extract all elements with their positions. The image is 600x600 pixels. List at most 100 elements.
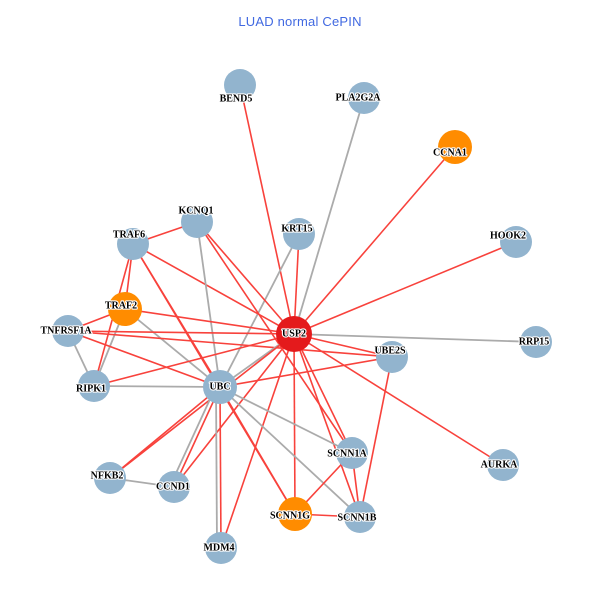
network-edge [67, 330, 295, 335]
node-label: CCND1 [156, 481, 190, 492]
node-label: SCNN1A [327, 448, 367, 459]
node-circle[interactable] [224, 69, 256, 101]
node-label: HOOK2 [490, 230, 526, 241]
network-node-tnfrsf1a[interactable]: TNFRSF1A [39, 315, 93, 347]
network-edge [67, 330, 393, 358]
node-circle[interactable] [278, 497, 312, 531]
node-label: MDM4 [203, 542, 234, 553]
node-circle[interactable] [108, 292, 142, 326]
node-label: UBE2S [374, 345, 406, 356]
edge-layer [67, 84, 537, 549]
node-label: TRAF6 [113, 229, 145, 240]
network-node-scnn1a[interactable]: SCNN1A [326, 437, 369, 469]
network-node-ripk1[interactable]: RIPK1 [75, 370, 110, 402]
node-label: CCNA1 [433, 147, 467, 158]
network-edge [293, 333, 537, 343]
network-node-rrp15[interactable]: RRP15 [518, 326, 552, 358]
node-circle[interactable] [203, 370, 237, 404]
network-edge [239, 84, 295, 335]
node-circle[interactable] [376, 341, 408, 373]
network-node-kcnq1[interactable]: KCNQ1 [177, 204, 215, 238]
network-node-ccnd1[interactable]: CCND1 [155, 471, 191, 503]
node-label: TRAF2 [105, 300, 137, 311]
node-label: RIPK1 [76, 383, 106, 394]
node-layer: BEND5 PLA2G2A CCNA1 HOOK2 KCNQ1 TRAF6 KRT15 TRA… [39, 69, 552, 564]
node-label: AURKA [481, 459, 518, 470]
node-label: RRP15 [519, 336, 550, 347]
network-node-bend5[interactable]: BEND5 [219, 69, 256, 105]
node-circle[interactable] [158, 471, 190, 503]
network-node-pla2g2a[interactable]: PLA2G2A [334, 82, 382, 114]
network-edge [293, 146, 456, 335]
node-label: SCNN1B [338, 512, 377, 523]
network-node-usp2[interactable]: USP2 [276, 316, 312, 352]
node-circle[interactable] [117, 228, 149, 260]
node-label: PLA2G2A [336, 92, 382, 103]
node-label: BEND5 [220, 93, 253, 104]
network-node-mdm4[interactable]: MDM4 [202, 532, 237, 564]
network-node-ccna1[interactable]: CCNA1 [432, 130, 472, 164]
node-label: SCNN1G [270, 510, 310, 521]
node-circle[interactable] [438, 130, 472, 164]
network-edge [124, 308, 295, 335]
node-circle[interactable] [205, 532, 237, 564]
node-circle[interactable] [348, 82, 380, 114]
network-edge [293, 97, 365, 335]
network-edge [219, 386, 361, 518]
network-edge [67, 330, 221, 388]
network-node-traf2[interactable]: TRAF2 [104, 292, 142, 326]
node-circle[interactable] [181, 206, 213, 238]
network-edge [93, 385, 221, 388]
network-edge [215, 387, 218, 549]
node-circle[interactable] [276, 316, 312, 352]
network-edge [293, 241, 517, 335]
network-edge [196, 221, 221, 388]
network-node-krt15[interactable]: KRT15 [280, 218, 315, 250]
network-edge [196, 221, 353, 454]
network-edge [293, 333, 504, 466]
node-label: KRT15 [281, 223, 312, 234]
network-edge [220, 333, 295, 549]
node-circle[interactable] [500, 226, 532, 258]
network-edge [219, 356, 393, 388]
node-label: TNFRSF1A [40, 325, 92, 336]
node-circle[interactable] [336, 437, 368, 469]
network-edge [219, 386, 296, 515]
network-edge [196, 221, 295, 335]
network-edge [219, 233, 300, 388]
network-node-ube2s[interactable]: UBE2S [373, 341, 408, 373]
network-edge [359, 356, 393, 518]
network-edge [173, 386, 221, 488]
node-circle[interactable] [487, 449, 519, 481]
network-edge [219, 386, 222, 549]
network-edge [293, 333, 361, 518]
network-edge [169, 384, 218, 486]
node-label: NFKB2 [91, 470, 124, 481]
network-edge [124, 308, 221, 388]
network-edge [293, 333, 353, 454]
page-title: LUAD normal CePIN [238, 14, 362, 29]
node-circle[interactable] [344, 501, 376, 533]
node-circle[interactable] [283, 218, 315, 250]
node-circle[interactable] [78, 370, 110, 402]
network-node-hook2[interactable]: HOOK2 [489, 226, 532, 258]
node-circle[interactable] [94, 462, 126, 494]
network-edge [93, 333, 295, 387]
node-label: KCNQ1 [179, 205, 214, 216]
node-label: USP2 [282, 328, 306, 339]
network-node-nfkb2[interactable]: NFKB2 [90, 462, 126, 494]
network-edge [109, 333, 295, 479]
network-node-scnn1g[interactable]: SCNN1G [269, 497, 312, 531]
network-node-aurka[interactable]: AURKA [480, 449, 519, 481]
network-edge [219, 386, 353, 454]
network-node-traf6[interactable]: TRAF6 [112, 228, 149, 260]
node-circle[interactable] [52, 315, 84, 347]
network-node-ubc[interactable]: UBC [203, 370, 237, 404]
network-edge [109, 386, 221, 479]
network-node-scnn1b[interactable]: SCNN1B [336, 501, 378, 533]
network-edge [132, 243, 295, 335]
node-label: UBC [209, 381, 230, 392]
node-circle[interactable] [520, 326, 552, 358]
